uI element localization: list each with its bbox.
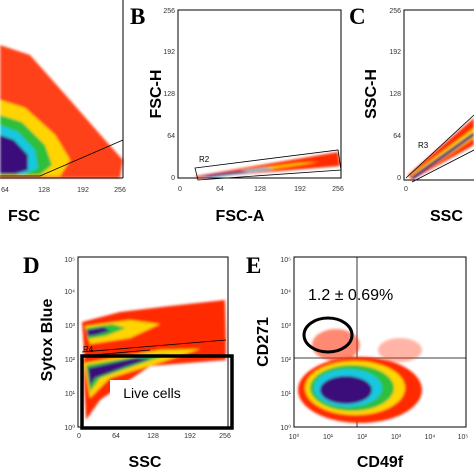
panel-b-gate-label: R2 [199,155,210,164]
panel-b-x-tick: 128 [254,186,266,193]
panel-b: B R2 0 64 128 192 256 0 64 128 192 256 F… [130,4,344,225]
panel-e-plot-frame [293,256,467,428]
panel-b-y-label: FSC-H [148,70,165,119]
panel-c-axes [403,9,474,181]
panel-c-y-tick: 128 [389,91,401,98]
panel-e-y-tick: 10⁴ [280,289,291,296]
panel-d: D R4 Live cells 10⁰ 10¹ 10² 10³ 10⁴ 10⁵ … [23,253,234,471]
panel-c-density-cloud [408,118,474,180]
panel-a-gate [0,139,124,177]
panel-e-percentage-annotation: 1.2 ± 0.69% [308,287,393,304]
panel-b-y-tick: 192 [163,49,175,56]
panel-d-y-tick: 10⁴ [64,289,75,296]
panel-b-x-tick: 64 [216,186,224,193]
panel-e-letter: E [246,253,261,278]
panel-b-density-cloud [196,152,340,178]
panel-d-y-tick: 10⁵ [64,257,75,264]
panel-c-y-tick: 192 [389,49,401,56]
panel-d-y-tick: 10² [65,357,76,364]
panel-d-gate-label: R4 [83,345,94,354]
panel-c-y-label: SSC-H [363,69,380,119]
panel-c: C R3 0 64 128 192 256 0 SSC-H SSC [349,4,474,225]
panel-d-x-tick: 192 [184,433,196,440]
panel-e: E 1.2 ± 0.69% 10⁰ 10¹ 10² 10³ 10⁴ 10⁵ 10… [246,253,468,471]
panel-d-x-tick: 128 [147,433,159,440]
panel-b-x-label: FSC-A [216,208,265,225]
panel-a-density-cloud [0,45,123,178]
panel-d-live-cells-gate [80,354,234,430]
panel-d-y-tick: 10³ [65,323,76,330]
panel-e-y-tick: 10³ [281,323,292,330]
panel-e-x-tick: 10⁰ [289,433,300,441]
panel-d-x-tick: 0 [77,433,81,440]
panel-e-y-tick: 10¹ [281,391,292,398]
panel-b-x-tick: 256 [332,186,344,193]
panel-d-x-tick: 256 [219,433,231,440]
panel-c-letter: C [349,4,366,29]
panel-b-y-tick: 256 [163,8,175,15]
panel-e-x-tick: 10⁴ [425,434,436,441]
panel-c-gate-r3 [405,114,474,183]
panel-c-x-label: SSC [430,208,463,225]
panel-b-y-tick: 64 [167,133,175,140]
panel-d-y-label: Sytox Blue [39,299,56,382]
panel-a-x-tick: 192 [77,187,89,194]
panel-b-x-tick: 0 [178,186,182,193]
panel-d-x-tick: 64 [112,433,120,440]
panel-b-letter: B [130,4,145,29]
panel-a: 64 128 192 256 FSC [0,0,126,225]
panel-d-y-tick: 10¹ [65,391,76,398]
panel-b-plot-frame [177,9,342,179]
panel-a-x-tick: 256 [114,187,126,194]
panel-e-y-tick: 10⁵ [280,257,291,264]
panel-d-live-cells-label: Live cells [123,385,181,401]
panel-e-density-cloud [298,329,422,423]
panel-b-y-tick: 0 [171,175,175,182]
panel-c-gate-label: R3 [418,141,429,150]
panel-e-x-tick: 10³ [391,434,402,441]
panel-e-x-tick: 10² [357,434,368,441]
panel-e-y-label: CD271 [255,317,272,367]
panel-c-y-tick: 256 [389,8,401,15]
panel-d-density-cloud [82,300,226,420]
panel-d-y-tick: 10⁰ [64,424,75,432]
panel-d-letter: D [23,253,40,278]
panel-e-y-tick: 10² [281,357,292,364]
panel-d-x-label: SSC [129,454,162,471]
panel-e-x-tick: 10¹ [323,434,334,441]
panel-b-x-tick: 192 [294,186,306,193]
panel-c-y-tick: 0 [397,175,401,182]
panel-e-x-tick: 10⁵ [458,434,469,441]
panel-d-live-cells-label-bg [110,380,206,406]
panel-e-y-tick: 10⁰ [280,424,291,432]
panel-b-gate-r2 [194,149,342,181]
panel-c-x-tick: 0 [404,186,408,193]
panel-a-x-tick: 64 [1,187,9,194]
panel-e-cd271-gate [302,316,354,354]
panel-c-y-tick: 64 [393,133,401,140]
panel-e-x-label: CD49f [357,454,404,471]
panel-a-x-tick: 128 [38,187,50,194]
panel-b-y-tick: 128 [163,91,175,98]
panel-a-x-label: FSC [8,208,40,225]
